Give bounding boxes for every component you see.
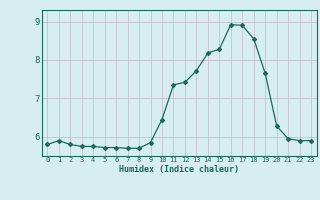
X-axis label: Humidex (Indice chaleur): Humidex (Indice chaleur) [119, 165, 239, 174]
